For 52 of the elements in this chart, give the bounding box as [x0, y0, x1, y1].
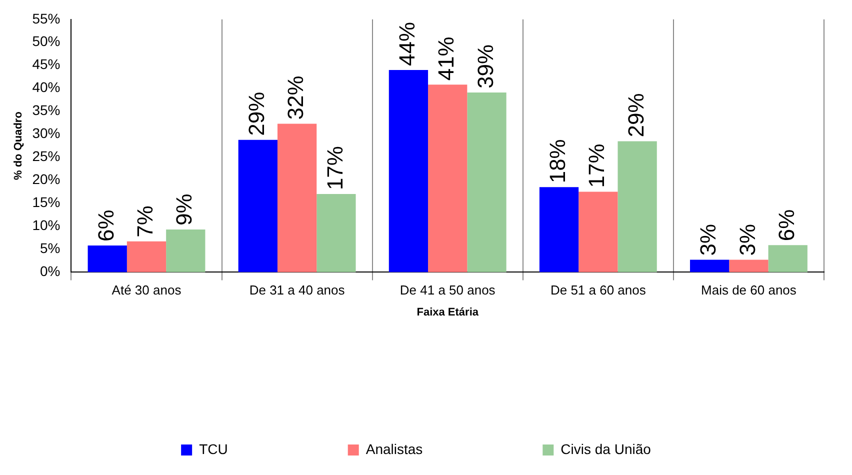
legend-label: TCU — [199, 440, 228, 457]
data-label: 6% — [774, 209, 799, 242]
x-tick-label: Até 30 anos — [112, 282, 182, 298]
y-tick-label: 5% — [40, 240, 60, 256]
y-tick-label: 35% — [32, 102, 60, 118]
bar — [166, 229, 206, 272]
bar — [238, 140, 278, 272]
y-axis-title: % do Quadro — [12, 111, 25, 180]
bar — [428, 84, 468, 272]
y-tick-label: 10% — [32, 217, 60, 234]
x-tick-label: De 31 a 40 anos — [249, 282, 346, 298]
data-label: 18% — [545, 139, 570, 184]
bar — [277, 124, 317, 272]
data-label: 17% — [322, 146, 348, 190]
y-tick-label: 15% — [32, 194, 60, 210]
x-tick-label: De 51 a 60 anos — [550, 282, 646, 298]
data-label: 9% — [172, 194, 197, 226]
bar — [316, 194, 356, 272]
data-label: 6% — [93, 210, 118, 242]
legend-label: Analistas — [366, 440, 423, 457]
y-tick-label: 40% — [32, 79, 60, 96]
data-label: 44% — [394, 22, 420, 66]
bar — [88, 246, 127, 272]
legend-label: Civis da União — [560, 440, 652, 457]
data-label: 3% — [734, 224, 760, 256]
bar — [768, 245, 808, 272]
x-axis-title: Faixa Etária — [416, 306, 480, 318]
data-label: 32% — [283, 76, 308, 120]
bar — [618, 141, 657, 272]
data-label: 17% — [584, 144, 610, 188]
y-tick-label: 55% — [32, 10, 60, 26]
y-tick-label: 25% — [32, 148, 60, 164]
y-tick-label: 0% — [40, 263, 60, 280]
data-label: 3% — [696, 224, 721, 256]
bar — [539, 187, 579, 272]
data-label: 7% — [132, 206, 158, 238]
bar — [467, 92, 506, 272]
bar — [729, 260, 768, 272]
y-tick-label: 20% — [32, 171, 60, 188]
bar — [578, 192, 618, 272]
y-tick-label: 45% — [32, 56, 60, 72]
bar — [126, 241, 166, 272]
data-label: 29% — [623, 93, 648, 138]
data-label: 39% — [472, 44, 498, 88]
bar — [388, 70, 428, 272]
y-tick-label: 30% — [32, 125, 60, 142]
data-label: 41% — [434, 36, 459, 81]
x-tick-label: De 41 a 50 anos — [400, 282, 496, 298]
data-label: 29% — [244, 92, 269, 136]
x-tick-label: Mais de 60 anos — [701, 282, 797, 298]
bar — [690, 260, 730, 272]
y-tick-label: 50% — [32, 33, 60, 50]
